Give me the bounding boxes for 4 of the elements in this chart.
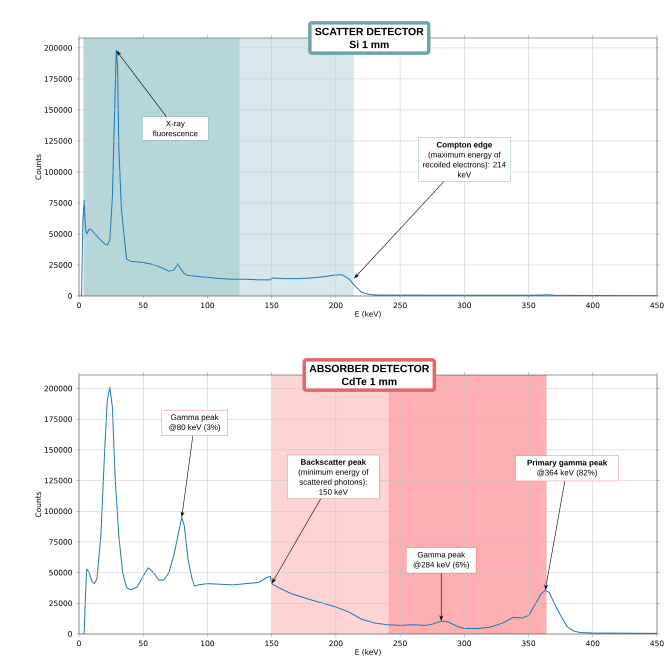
chart-title: ABSORBER DETECTOR — [309, 364, 430, 372]
chart-title: SCATTER DETECTOR — [315, 28, 424, 36]
chart-subtitle: CdTe 1 mm — [342, 377, 396, 386]
chart-subtitle: Si 1 mm — [350, 40, 389, 48]
